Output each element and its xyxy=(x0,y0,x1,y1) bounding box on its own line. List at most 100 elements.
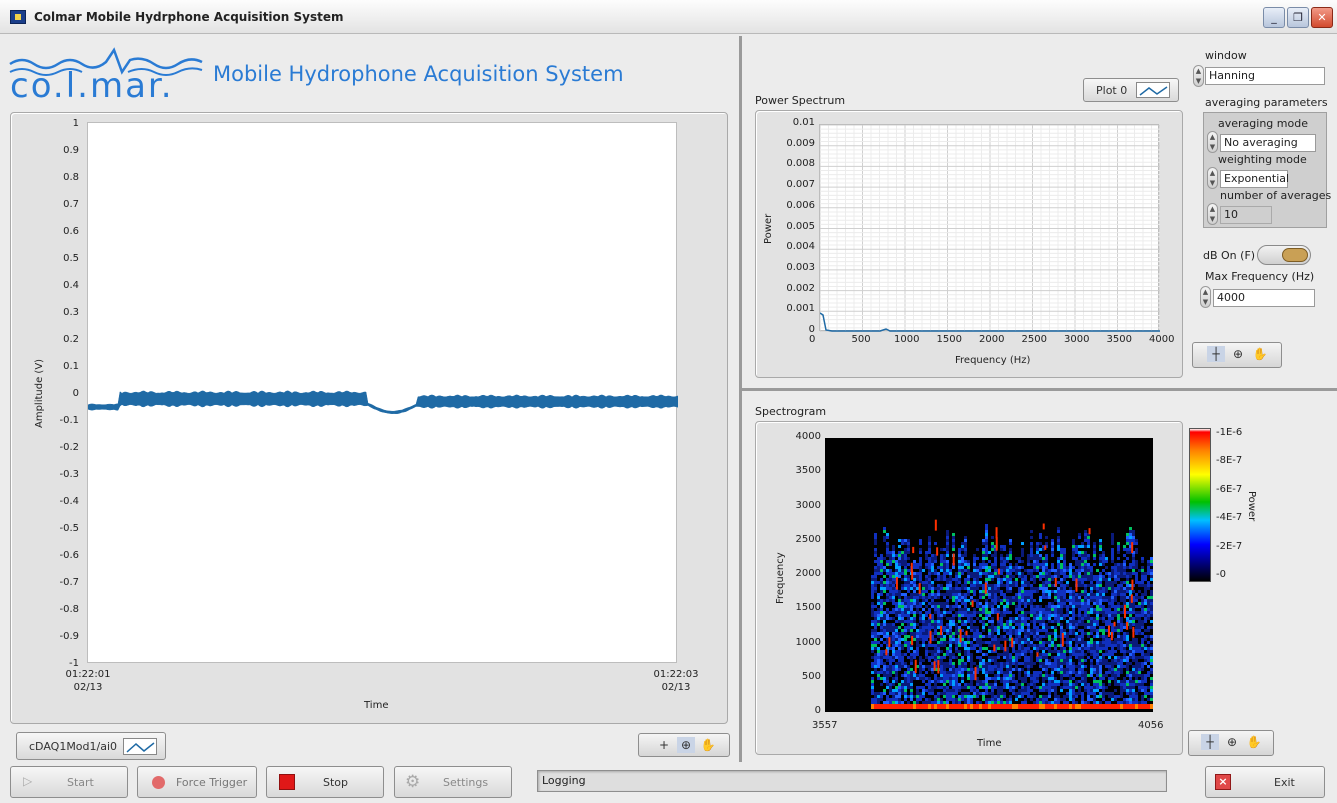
colorbar-ticks: -1E-6 -8E-7 -6E-7 -4E-7 -2E-7 -0 xyxy=(1212,427,1262,588)
time-graph-plot-area[interactable] xyxy=(87,122,679,663)
stop-button[interactable]: Stop xyxy=(266,766,384,798)
splitter-horizontal[interactable] xyxy=(742,388,1337,391)
force-trigger-label: Force Trigger xyxy=(176,776,248,789)
zoom-tool-icon[interactable]: ⊕ xyxy=(677,737,695,753)
colorbar-tick: -6E-7 xyxy=(1216,483,1243,495)
time-y-tick: 0 xyxy=(72,388,79,399)
splitter-vertical[interactable] xyxy=(739,36,742,762)
time-y-tick: -0.2 xyxy=(59,442,79,453)
exit-button-label: Exit xyxy=(1274,776,1295,789)
pan-hand-icon[interactable]: ✋ xyxy=(1252,347,1268,361)
plot-legend-label: Plot 0 xyxy=(1096,84,1128,97)
spec-y-tick: 4000 xyxy=(795,431,821,442)
spectrogram-title: Spectrogram xyxy=(755,405,827,418)
spec-y-tick: 3500 xyxy=(795,465,821,477)
play-icon: ▷ xyxy=(23,774,33,788)
ps-x-tick: 1000 xyxy=(894,334,920,345)
plot-legend[interactable]: Plot 0 xyxy=(1083,78,1179,102)
time-y-tick: -0.8 xyxy=(59,604,79,615)
settings-button-label: Settings xyxy=(443,776,489,789)
averaging-mode-spinner[interactable]: ▲ ▼ xyxy=(1207,131,1218,153)
time-x-end: 01:22:03 02/13 xyxy=(653,669,699,693)
status-indicator: Logging xyxy=(537,770,1167,792)
spectrogram-colorbar[interactable] xyxy=(1189,428,1211,582)
time-y-tick: 1 xyxy=(72,118,79,129)
spec-y-tick: 3000 xyxy=(795,499,821,511)
ps-x-tick: 3000 xyxy=(1064,334,1090,345)
zoom-tool-icon[interactable]: ⊕ xyxy=(1226,735,1238,749)
restore-button[interactable]: ❐ xyxy=(1287,7,1309,28)
exit-button[interactable]: × Exit xyxy=(1205,766,1325,798)
ps-x-tick: 3500 xyxy=(1106,334,1132,345)
num-averages-field[interactable]: 10 xyxy=(1220,206,1272,224)
time-y-tick: -0.1 xyxy=(59,415,79,426)
ps-y-tick: 0.009 xyxy=(786,137,815,149)
spectrogram-xlabel: Time xyxy=(977,738,1002,749)
cursor-tool-icon[interactable]: + xyxy=(658,738,670,752)
time-y-tick: -0.7 xyxy=(59,577,79,588)
pan-hand-icon[interactable]: ✋ xyxy=(700,738,716,752)
plot-line-icon xyxy=(123,738,157,755)
settings-button[interactable]: ⚙ Settings xyxy=(394,766,512,798)
close-button[interactable]: ✕ xyxy=(1311,7,1333,28)
channel-legend[interactable]: cDAQ1Mod1/ai0 xyxy=(16,732,166,760)
time-y-tick: 0.6 xyxy=(63,226,79,237)
ps-x-tick: 1500 xyxy=(936,334,962,345)
spectrogram-x-end: 4056 xyxy=(1138,720,1164,731)
ps-x-tick: 2500 xyxy=(1021,334,1047,345)
app-name-heading: Mobile Hydrophone Acquisition System xyxy=(213,62,624,86)
cursor-tool-icon[interactable]: ┼ xyxy=(1201,734,1219,750)
db-on-toggle[interactable] xyxy=(1257,245,1311,265)
time-y-tick: 0.2 xyxy=(63,334,79,345)
spectrogram-plot-area[interactable] xyxy=(825,438,1153,712)
restore-icon: ❐ xyxy=(1293,11,1303,24)
time-y-tick: -0.3 xyxy=(59,469,79,480)
ps-y-tick: 0.008 xyxy=(786,158,815,170)
start-button[interactable]: ▷ Start xyxy=(10,766,128,798)
spec-y-tick: 500 xyxy=(801,670,821,682)
time-graph-tool-palette: + ⊕ ✋ xyxy=(638,733,730,757)
ps-y-tick: 0.005 xyxy=(786,220,815,232)
force-trigger-button[interactable]: Force Trigger xyxy=(137,766,257,798)
spectrogram-y-axis: 4000 3500 3000 2500 2000 1500 1000 500 0 xyxy=(770,431,825,722)
ps-y-tick: 0.01 xyxy=(792,117,815,128)
ps-x-tick: 500 xyxy=(851,334,871,345)
ps-y-tick: 0.004 xyxy=(786,241,815,253)
window-ring[interactable]: Hanning xyxy=(1205,67,1325,85)
time-y-tick: -0.6 xyxy=(59,550,79,561)
start-button-label: Start xyxy=(67,776,94,789)
max-frequency-field[interactable]: 4000 xyxy=(1213,289,1315,307)
logo-text: co.l.mar. xyxy=(10,66,174,106)
spectrogram-x-start: 3557 xyxy=(812,720,838,731)
colorbar-tick: -8E-7 xyxy=(1216,455,1243,467)
averaging-mode-ring[interactable]: No averaging xyxy=(1220,134,1316,152)
num-averages-spinner[interactable]: ▲ ▼ xyxy=(1207,203,1218,225)
power-spectrum-y-axis: 0.01 0.009 0.008 0.007 0.006 0.005 0.004 0.003 0… xyxy=(760,117,819,344)
stop-icon xyxy=(279,774,295,790)
ps-y-tick: 0.001 xyxy=(786,303,815,315)
pan-hand-icon[interactable]: ✋ xyxy=(1246,735,1262,749)
power-spectrum-plot xyxy=(819,124,1161,333)
time-y-tick: 0.8 xyxy=(63,172,79,183)
weighting-mode-ring[interactable]: Exponential xyxy=(1220,170,1289,188)
time-y-tick: 0.9 xyxy=(63,145,79,156)
ps-x-tick: 4000 xyxy=(1149,334,1175,345)
weighting-mode-spinner[interactable]: ▲ ▼ xyxy=(1207,167,1218,189)
cursor-tool-icon[interactable]: ┼ xyxy=(1207,346,1225,362)
time-x-start: 01:22:01 02/13 xyxy=(65,669,111,693)
window-ring-spinner[interactable]: ▲ ▼ xyxy=(1193,65,1204,87)
time-y-tick: 0.3 xyxy=(63,307,79,318)
minimize-icon: _ xyxy=(1271,11,1277,24)
time-y-tick: 0.4 xyxy=(63,280,79,291)
minimize-button[interactable]: _ xyxy=(1263,7,1285,28)
plot-line-icon xyxy=(1136,82,1170,98)
colorbar-tick: -4E-7 xyxy=(1216,512,1243,524)
ps-y-tick: 0.006 xyxy=(786,199,815,211)
zoom-tool-icon[interactable]: ⊕ xyxy=(1232,347,1244,361)
power-spectrum-plot-area[interactable] xyxy=(819,124,1161,333)
power-spectrum-trace xyxy=(819,312,1160,332)
time-graph-ylabel: Amplitude (V) xyxy=(34,358,45,428)
db-on-label: dB On (F) xyxy=(1203,249,1256,262)
window-title: Colmar Mobile Hydrphone Acquisition Syst… xyxy=(34,10,344,24)
max-frequency-spinner[interactable]: ▲ ▼ xyxy=(1200,286,1211,308)
